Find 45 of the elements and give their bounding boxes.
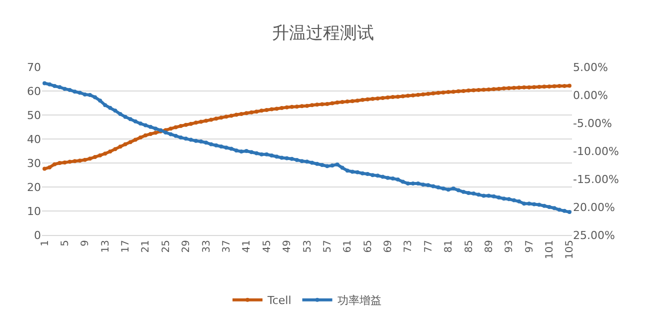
x-tick-label: 105 [564,240,576,260]
x-tick-label: 17 [120,240,132,253]
x-tick-label: 77 [423,240,434,253]
x-tick-label: 21 [140,240,152,253]
x-tick-label: 57 [322,240,334,253]
y-tick-label: 40 [27,132,41,146]
x-tick-label: 9 [80,240,92,246]
x-tick-label: 97 [524,240,536,253]
y-tick-label: 50 [27,108,41,122]
legend-label: 功率增益 [337,294,382,308]
x-tick-label: 61 [342,240,354,253]
legend-label: Tcell [266,294,292,308]
x-tick-label: 45 [262,240,273,253]
x-tick-label: 89 [484,240,495,253]
y2-tick-label: 5.00% [573,60,608,74]
y2-tick-label: -5.00% [573,116,612,130]
chart-title: 升温过程测试 [272,24,374,44]
y-tick-label: 30 [27,156,41,170]
x-tick-label: 41 [242,240,253,253]
x-tick-label: 13 [100,240,112,253]
y-tick-label: 0 [34,228,41,242]
x-tick-label: 49 [282,240,294,253]
x-tick-label: 1 [40,240,51,246]
x-tick-label: 101 [544,240,556,260]
x-tick-label: 29 [181,240,192,253]
x-tick-label: 5 [60,240,71,246]
y-tick-label: 60 [27,84,41,98]
x-tick-label: 65 [362,240,374,253]
x-tick-label: 85 [464,240,475,253]
y2-tick-label: 25.00% [573,228,615,242]
x-tick-label: 93 [504,240,516,253]
y-tick-label: 20 [27,180,41,194]
x-tick-label: 53 [302,240,314,253]
y2-tick-label: -15.00% [573,172,619,186]
x-tick-label: 69 [383,240,394,253]
x-tick-label: 81 [444,240,455,253]
x-tick-label: 73 [403,240,414,253]
y2-tick-label: -10.00% [573,144,619,158]
y-tick-label: 10 [27,204,41,218]
y2-tick-label: 20.00% [573,200,615,214]
x-tick-label: 33 [201,240,212,253]
x-tick-label: 25 [160,240,172,253]
y2-tick-label: 0.00% [573,88,608,102]
y-tick-label: 70 [27,60,41,74]
x-tick-label: 37 [221,240,232,253]
